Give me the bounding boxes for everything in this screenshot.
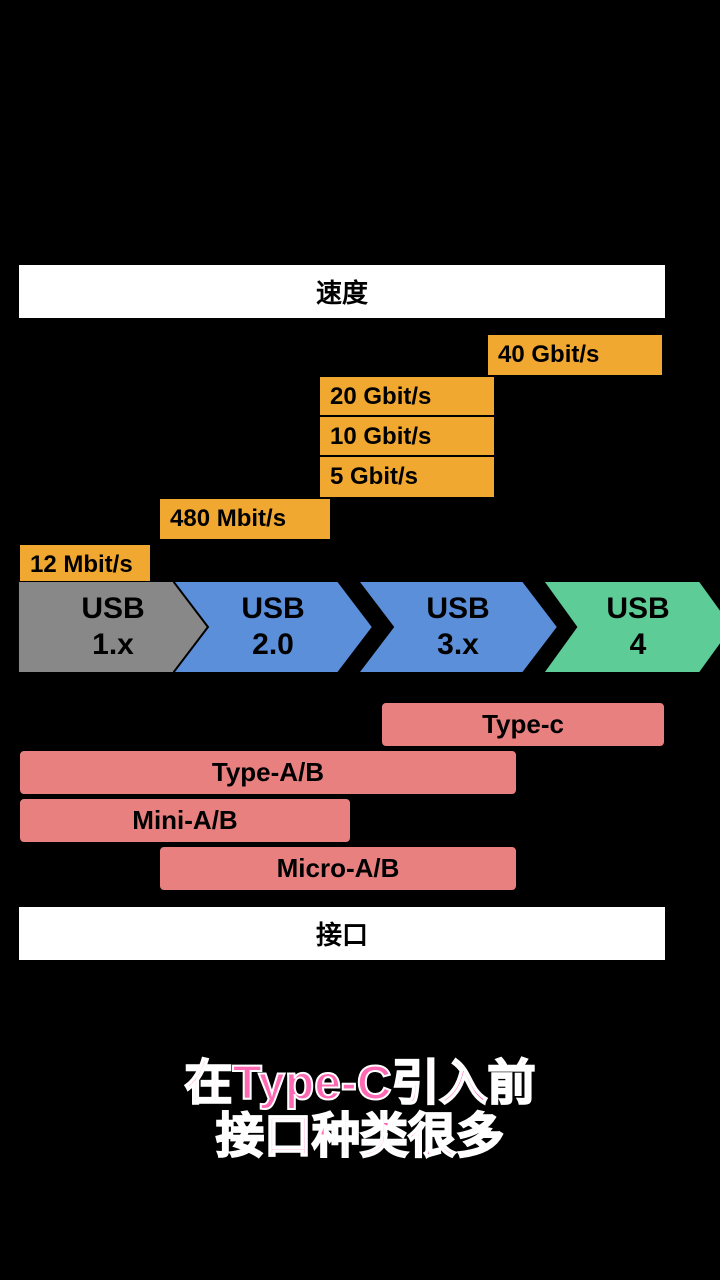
caption-line1: 在Type-C引入前 <box>184 1057 535 1110</box>
connector-microab: Micro-A/B <box>158 845 518 892</box>
usb-2: USB2.0 <box>173 581 373 673</box>
usb-1x-ver: 1.x <box>92 628 134 661</box>
usb-3x: USB3.x <box>358 581 558 673</box>
usb-3x-ver: 3.x <box>437 628 479 661</box>
usb-4-ver: 4 <box>630 628 647 661</box>
connector-miniab: Mini-A/B <box>18 797 352 844</box>
usb-4: USB4 <box>543 581 720 673</box>
connector-typeab: Type-A/B <box>18 749 518 796</box>
usb-version-row: USB1.x USB2.0 USB3.x USB4 <box>18 581 718 673</box>
usb-2-ver: 2.0 <box>252 628 294 661</box>
subtitle-caption: 在Type-C引入前 接口种类很多 <box>0 1058 720 1164</box>
usb-diagram: 速度 40 Gbit/s 20 Gbit/s 10 Gbit/s 5 Gbit/… <box>18 264 702 901</box>
connector-area: Type-c Type-A/B Mini-A/B Micro-A/B <box>18 701 702 901</box>
speed-480m: 480 Mbit/s <box>158 497 332 541</box>
usb-1x-name: USB <box>81 592 144 625</box>
speed-5g: 5 Gbit/s <box>318 455 496 499</box>
speed-header: 速度 <box>18 264 666 319</box>
caption-line2: 接口种类很多 <box>216 1110 504 1163</box>
usb-2-name: USB <box>241 592 304 625</box>
usb-4-name: USB <box>606 592 669 625</box>
connector-typec: Type-c <box>380 701 666 748</box>
speed-10g: 10 Gbit/s <box>318 415 496 459</box>
speed-20g: 20 Gbit/s <box>318 375 496 419</box>
usb-3x-name: USB <box>426 592 489 625</box>
speed-boxes-area: 40 Gbit/s 20 Gbit/s 10 Gbit/s 5 Gbit/s 4… <box>18 321 702 581</box>
interface-header: 接口 <box>18 906 666 961</box>
speed-40g: 40 Gbit/s <box>486 333 664 377</box>
